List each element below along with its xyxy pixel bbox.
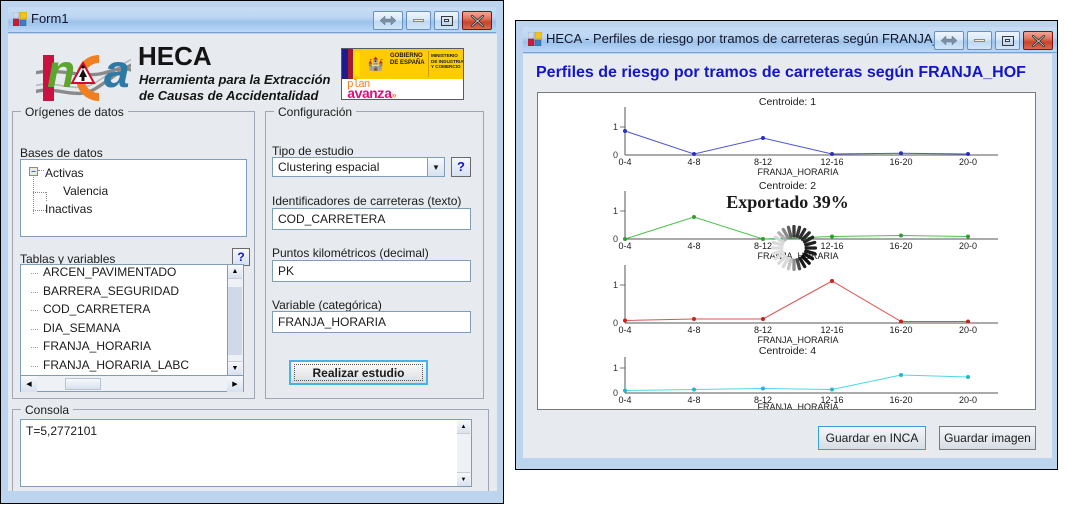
svg-text:0-4: 0-4 (618, 395, 631, 405)
svg-text:0: 0 (613, 234, 618, 244)
svg-text:4-8: 4-8 (687, 157, 700, 167)
svg-text:1: 1 (613, 280, 618, 290)
svg-text:8-12: 8-12 (754, 325, 772, 335)
svg-text:0: 0 (613, 150, 618, 160)
svg-text:20-0: 20-0 (959, 325, 977, 335)
svg-text:20-0: 20-0 (959, 395, 977, 405)
svg-text:FRANJA_HORARIA: FRANJA_HORARIA (757, 402, 838, 410)
svg-text:4-8: 4-8 (687, 241, 700, 251)
svg-text:1: 1 (613, 122, 618, 132)
svg-text:16-20: 16-20 (889, 325, 912, 335)
svg-text:0: 0 (613, 318, 618, 328)
svg-text:4-8: 4-8 (687, 395, 700, 405)
svg-text:FRANJA_HORARIA: FRANJA_HORARIA (757, 167, 838, 177)
svg-text:1: 1 (613, 363, 618, 373)
svg-text:16-20: 16-20 (889, 241, 912, 251)
svg-text:0-4: 0-4 (618, 325, 631, 335)
svg-text:n: n (47, 47, 75, 97)
svg-text:0-4: 0-4 (618, 157, 631, 167)
svg-text:a: a (104, 47, 130, 97)
svg-text:20-0: 20-0 (959, 241, 977, 251)
svg-text:20-0: 20-0 (959, 157, 977, 167)
svg-text:0: 0 (613, 388, 618, 398)
svg-text:12-16: 12-16 (820, 325, 843, 335)
svg-text:16-20: 16-20 (889, 395, 912, 405)
svg-text:16-20: 16-20 (889, 157, 912, 167)
svg-text:8-12: 8-12 (754, 157, 772, 167)
svg-text:0-4: 0-4 (618, 241, 631, 251)
svg-text:12-16: 12-16 (820, 157, 843, 167)
svg-text:FRANJA_HORARIA: FRANJA_HORARIA (757, 335, 838, 345)
svg-text:4-8: 4-8 (687, 325, 700, 335)
